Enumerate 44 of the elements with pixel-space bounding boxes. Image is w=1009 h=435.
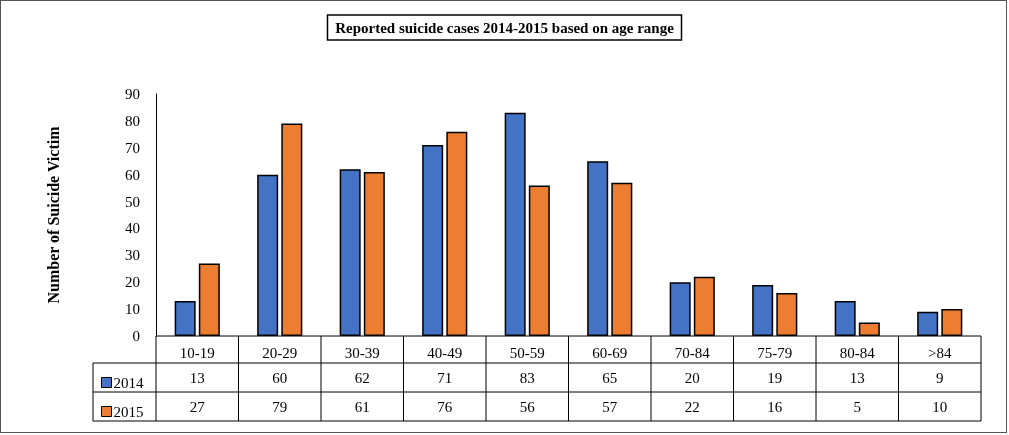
data-label: 16: [767, 398, 783, 415]
data-label: 10: [932, 398, 948, 415]
x-tick-label: 80-84: [839, 344, 876, 361]
data-label: 20: [684, 369, 700, 386]
y-tick-label: 0: [132, 328, 140, 344]
data-label: 57: [602, 398, 618, 415]
data-label: 22: [684, 398, 700, 415]
x-tick-label: 60-69: [592, 344, 628, 361]
data-label: 56: [519, 398, 536, 415]
data-label: 19: [767, 369, 783, 386]
data-label: 60: [272, 369, 288, 386]
y-tick-label: 20: [125, 274, 140, 291]
y-tick-label: 50: [125, 193, 140, 210]
y-tick-label: 40: [125, 220, 140, 237]
data-label: 76: [437, 398, 453, 415]
x-tick-label: 50-59: [509, 344, 545, 361]
y-tick-label: 10: [125, 301, 140, 318]
data-label: 83: [519, 369, 535, 386]
x-tick-label: 75-79: [757, 344, 793, 361]
y-axis-title: Number of Suicide Victim: [44, 125, 62, 304]
legend-label: 2014: [113, 374, 144, 391]
x-tick-label: 40-49: [427, 344, 463, 361]
x-tick-label: >84: [928, 344, 952, 361]
y-tick-label: 60: [125, 166, 140, 183]
data-label: 13: [849, 369, 865, 386]
x-tick-label: 10-19: [179, 344, 215, 361]
legend-label: 2015: [113, 403, 144, 420]
y-tick-label: 30: [125, 247, 140, 264]
data-label: 71: [437, 369, 453, 386]
data-label: 61: [354, 398, 370, 415]
y-tick-label: 80: [125, 112, 140, 129]
y-tick-label: 70: [125, 139, 140, 156]
x-tick-label: 20-29: [262, 344, 298, 361]
chart-title: Reported suicide cases 2014-2015 based on age range: [335, 19, 675, 36]
data-label: 5: [853, 398, 861, 415]
data-label: 13: [189, 369, 205, 386]
y-tick-label: 90: [125, 86, 140, 102]
data-label: 9: [936, 369, 944, 386]
data-label: 27: [189, 398, 206, 415]
x-tick-label: 30-39: [344, 344, 380, 361]
data-label: 79: [272, 398, 288, 415]
data-label: 62: [354, 369, 370, 386]
x-tick-label: 70-84: [674, 344, 711, 361]
data-label: 65: [602, 369, 618, 386]
